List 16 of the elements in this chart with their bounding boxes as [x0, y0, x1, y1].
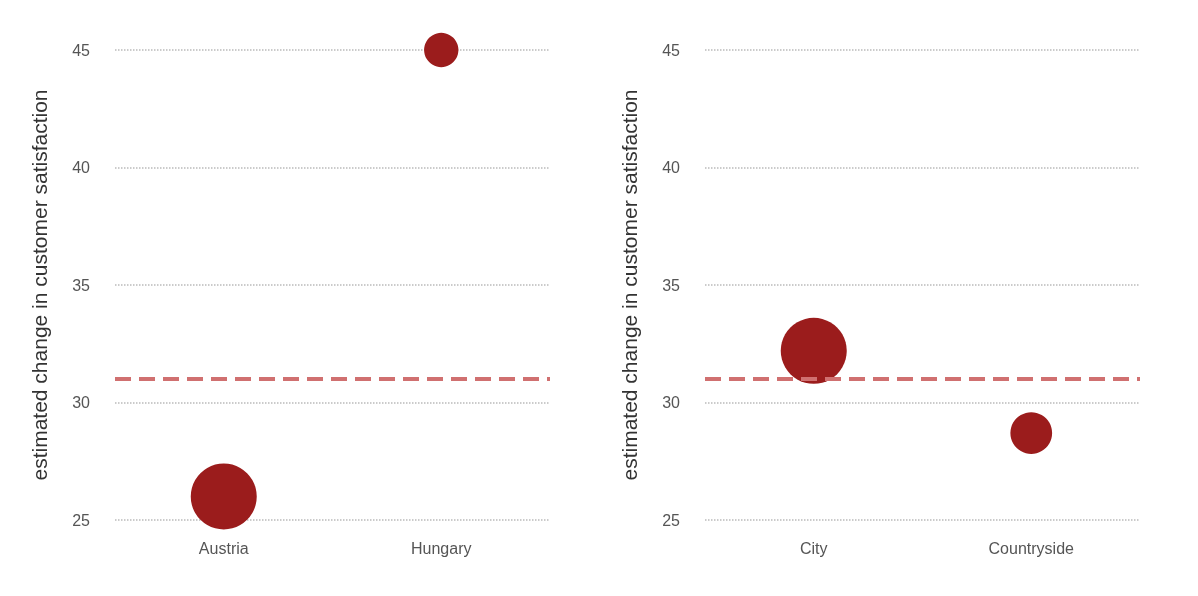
y-tick-label: 25: [662, 511, 681, 529]
y-tick-label: 40: [72, 159, 91, 176]
y-tick-label: 45: [72, 41, 91, 59]
x-tick-label: City: [799, 539, 828, 557]
x-tick-label: Hungary: [411, 539, 472, 557]
y-tick-label: 40: [662, 159, 681, 176]
y-tick-label: 45: [662, 41, 681, 59]
y-axis-title: estimated change in customer satisfaction: [618, 89, 641, 481]
y-tick-label: 30: [662, 394, 681, 411]
y-tick-label: 25: [72, 511, 91, 529]
y-tick-label: 30: [72, 394, 91, 411]
y-tick-label: 35: [72, 276, 91, 294]
y-axis-title: estimated change in customer satisfaction: [28, 89, 51, 481]
x-tick-label: Austria: [198, 539, 249, 557]
y-tick-label: 35: [662, 276, 681, 294]
x-tick-label: Countryside: [988, 539, 1075, 557]
